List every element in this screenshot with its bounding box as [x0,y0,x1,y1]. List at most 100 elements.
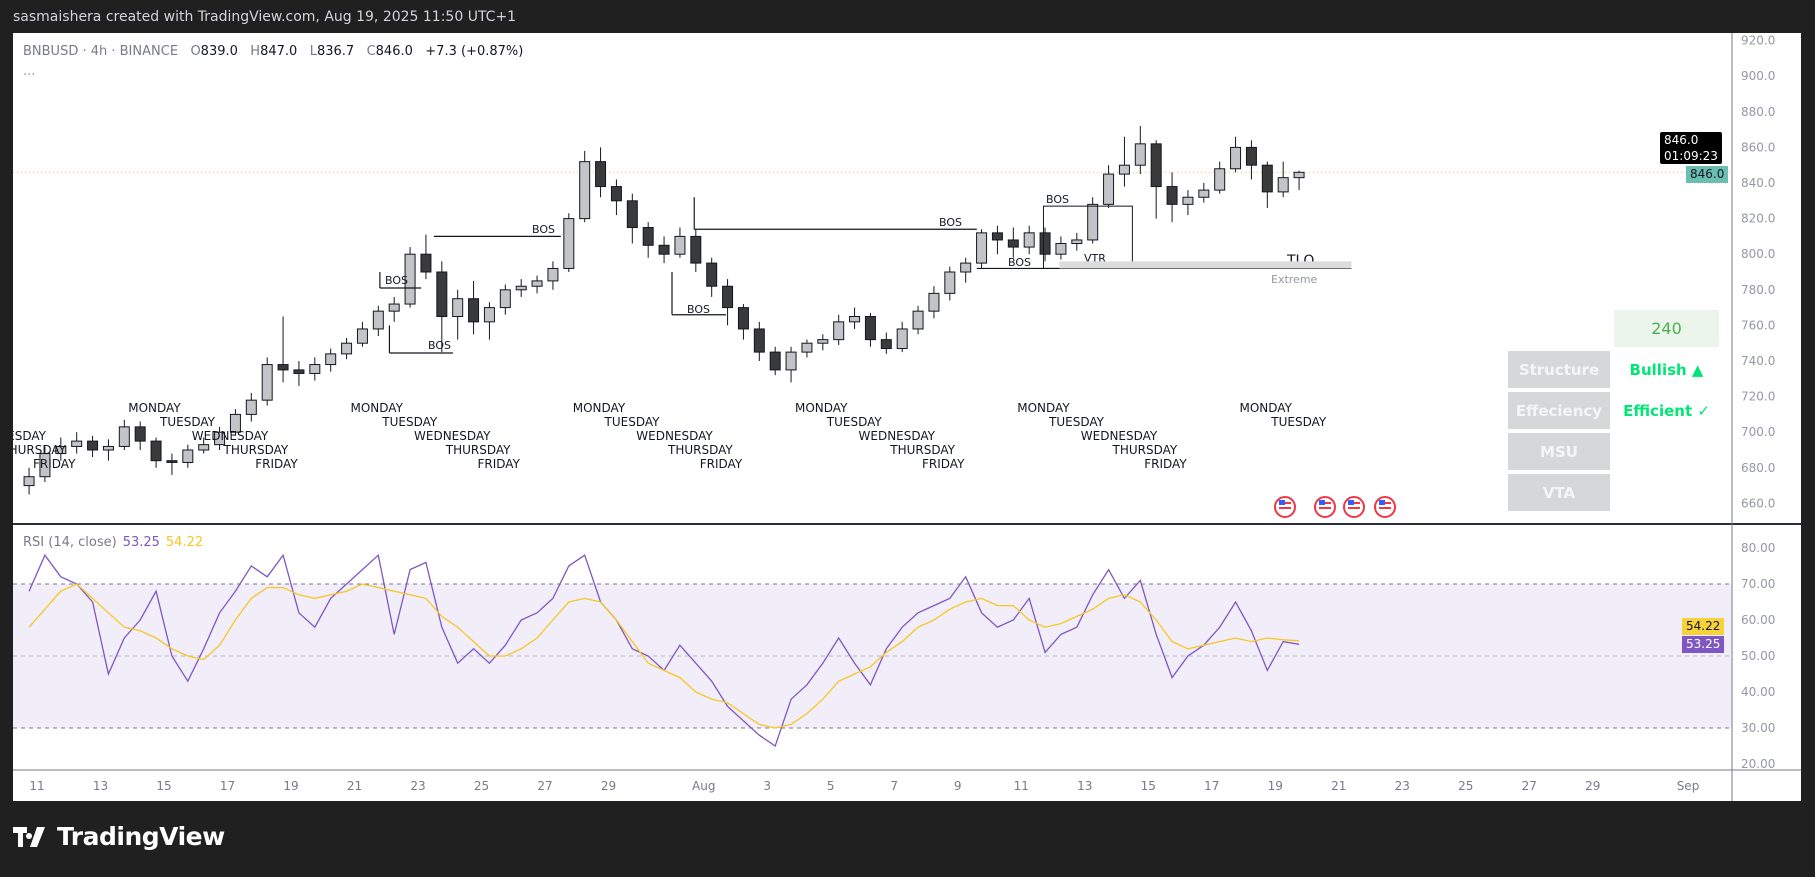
candle [563,213,575,272]
candle [1166,172,1178,223]
time-tick-label: 7 [890,779,898,793]
price-pane[interactable] [13,126,1732,495]
price-tick-label: 920.0 [1741,34,1775,48]
candle-body [785,351,797,371]
candle-body [1230,146,1242,170]
msu-label: MSU [1508,433,1610,470]
last-price: 846.0 [1664,133,1699,147]
candle-body [1039,232,1051,255]
bos-label: BOS [532,223,555,236]
candle [991,225,1003,255]
us-flag-event-icon [1314,496,1336,518]
candle-body [118,426,130,447]
rsi-legend[interactable]: RSI (14, close) 53.25 54.22 [23,535,203,550]
candle [785,346,797,383]
weekday-label: THURSDAY [667,443,733,457]
candle-body [864,316,876,341]
candle-body [642,227,654,246]
symbol-name[interactable]: BNBUSD · 4h · BINANCE [23,44,179,59]
change-value: +7.3 (+0.87%) [425,44,524,59]
weekday-label: FRIDAY [33,457,76,471]
low-label: L [309,44,317,59]
candle [87,435,99,458]
price-tick-label: 860.0 [1741,140,1775,154]
candle-body [1245,146,1257,166]
candle-body [1118,164,1130,175]
open-label: O [190,44,201,59]
candle-body [372,310,384,330]
candle-body [880,339,892,350]
candle-body [515,285,527,291]
weekday-label: WEDNESDAY [1081,429,1158,443]
candle-body [55,445,67,455]
time-tick-label: 17 [220,779,235,793]
weekday-label: THURSDAY [1112,443,1178,457]
rsi-ma-value: 54.22 [165,535,204,550]
candle [1230,136,1242,173]
candle [1071,232,1083,251]
candle [944,266,956,301]
candle [198,437,210,454]
weekday-label: FRIDAY [1144,457,1187,471]
weekday-label: TUESDAY [826,415,883,429]
price-tick-label: 800.0 [1741,247,1775,261]
weekday-label: FRIDAY [255,457,298,471]
candle-body [1261,164,1273,193]
low-value: 836.7 [316,44,355,59]
candle-body [706,262,718,287]
candle-body [1277,177,1289,193]
candle-body [245,399,257,415]
rsi-ma-tag: 54.22 [1682,618,1725,635]
tradingview-logo-icon [13,826,45,847]
candle [595,147,607,198]
candle [39,446,51,483]
rsi-ma-line [28,583,1300,729]
candle-body [912,310,924,330]
candle-body [960,262,972,273]
close-value: 846.0 [375,44,413,59]
candle [1039,227,1051,262]
candle [1214,161,1226,194]
candle [166,453,178,475]
vta-label: VTA [1508,474,1610,511]
candle-body [1007,239,1019,248]
tradingview-logo[interactable]: TradingView [13,822,225,851]
candle-body [325,353,337,366]
weekday-label: MONDAY [1240,401,1293,415]
axes[interactable]: 920.0900.0880.0860.0840.0820.0800.0780.0… [13,33,1801,801]
candle-body [1055,243,1067,255]
chart-panel[interactable] [13,33,1801,801]
candle-body [801,342,813,353]
rsi-pane[interactable] [13,553,1732,748]
price-tick-label: 900.0 [1741,69,1775,83]
extreme-label: Extreme [1271,273,1318,286]
candle [1087,197,1099,244]
candle-body [563,218,575,269]
candle-body [833,321,845,341]
time-tick-label: 19 [283,779,298,793]
candle-body [309,364,321,374]
weekday-label: TUESDAY [604,415,661,429]
candle-body [420,253,432,273]
candle [753,321,765,361]
candle-body [722,285,734,309]
time-tick-label: 15 [156,779,171,793]
candle [182,444,194,468]
candle-body [1198,189,1210,198]
candle [610,179,622,216]
time-tick-label: 11 [29,779,44,793]
last-price-tag: 846.0 01:09:23 [1660,132,1722,164]
more-indicators-button[interactable]: ... [23,64,36,79]
candle-body [87,440,99,451]
candle [356,321,368,347]
candle-body [1071,239,1083,245]
candle [55,437,67,461]
candle [71,432,83,454]
candle [880,332,892,354]
symbol-legend[interactable]: BNBUSD · 4h · BINANCE O839.0 H847.0 L836… [23,44,523,59]
price-tick-label: 880.0 [1741,105,1775,119]
candle [404,247,416,308]
weekday-label: MONDAY [1017,401,1070,415]
time-tick-label: 19 [1268,779,1283,793]
